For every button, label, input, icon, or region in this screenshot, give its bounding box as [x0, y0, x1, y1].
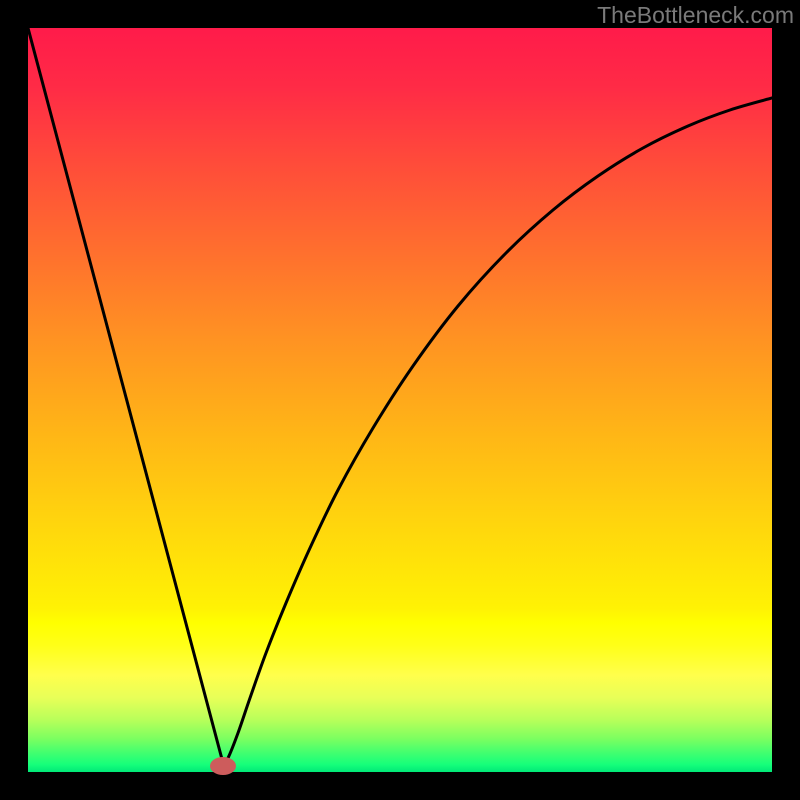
chart-frame: TheBottleneck.com — [0, 0, 800, 800]
plot-area — [28, 28, 772, 772]
min-point-marker — [210, 757, 236, 775]
curve-layer — [28, 28, 772, 772]
bottleneck-curve — [28, 28, 772, 763]
watermark-text: TheBottleneck.com — [597, 2, 794, 29]
